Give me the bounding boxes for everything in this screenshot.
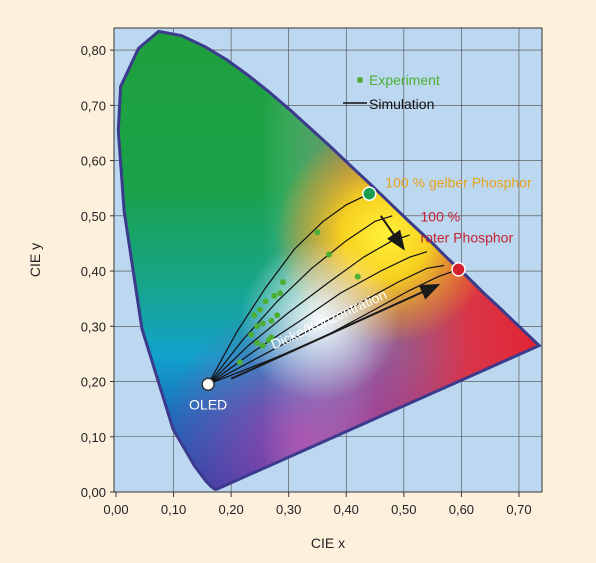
experiment-point <box>268 317 275 324</box>
y-tick-label: 0,60 <box>81 154 106 169</box>
experiment-point <box>279 279 286 286</box>
experiment-point <box>268 334 275 341</box>
simulation-curve <box>207 264 445 385</box>
simulation-curve <box>207 251 428 385</box>
spectral-locus <box>116 29 542 491</box>
experiment-point <box>248 331 255 338</box>
experiment-point <box>274 312 281 319</box>
x-tick-label: 0,30 <box>276 502 301 517</box>
y-tick-label: 0,30 <box>81 319 106 334</box>
y-tick-label: 0,70 <box>81 98 106 113</box>
y-tick-label: 0,40 <box>81 264 106 279</box>
experiment-point <box>277 290 284 297</box>
simulation-curve <box>207 268 459 385</box>
legend-simulation-label: Simulation <box>369 96 434 112</box>
oled-label: OLED <box>189 396 227 412</box>
experiment-point <box>271 292 278 299</box>
simulation-curves <box>207 193 459 385</box>
experiment-point <box>254 339 261 346</box>
experiment-point <box>314 229 321 236</box>
experiment-point <box>326 251 332 258</box>
yellow-phosphor-label: 100 % gelber Phosphor <box>385 175 532 191</box>
red-phosphor-label-line2: roter Phosphor <box>421 229 514 245</box>
x-tick-label: 0,50 <box>391 502 416 517</box>
yellow-phosphor-point <box>362 186 377 201</box>
legend: Experiment Simulation <box>343 72 440 112</box>
legend-experiment-label: Experiment <box>369 72 440 88</box>
experiment-point <box>251 312 258 319</box>
simulation-curve <box>207 215 393 385</box>
y-tick-label: 0,10 <box>81 430 106 445</box>
red-phosphor-label-line1: 100 % <box>421 208 461 224</box>
oled-point <box>201 377 215 392</box>
experiment-point <box>254 323 261 330</box>
experiment-point <box>262 298 269 305</box>
arrow <box>230 283 441 380</box>
y-tick-label: 0,00 <box>81 485 106 500</box>
y-axis-ticks: 0,00 0,10 0,20 0,30 0,40 0,50 0,60 0,70 0,80 <box>81 43 114 500</box>
legend-experiment-marker <box>357 77 363 83</box>
arrows <box>230 215 441 380</box>
x-tick-label: 0,40 <box>334 502 359 517</box>
y-axis-label: CIE y <box>27 243 43 277</box>
experiment-point <box>259 342 266 349</box>
arrow <box>379 215 405 251</box>
experiment-points <box>236 229 361 366</box>
red-phosphor-point <box>451 262 466 277</box>
y-tick-label: 0,50 <box>81 209 106 224</box>
x-tick-label: 0,60 <box>449 502 474 517</box>
x-axis-label: CIE x <box>311 535 345 551</box>
y-tick-label: 0,20 <box>81 375 106 390</box>
x-axis-ticks: 0,00 0,10 0,20 0,30 0,40 0,50 0,60 0,70 <box>103 492 532 517</box>
experiment-point <box>256 306 263 313</box>
x-tick-label: 0,20 <box>218 502 243 517</box>
y-tick-label: 0,80 <box>81 43 106 58</box>
experiment-point <box>354 273 361 280</box>
experiment-point <box>259 320 266 327</box>
x-tick-label: 0,70 <box>506 502 531 517</box>
experiment-point <box>236 359 243 366</box>
simulation-curve <box>207 193 370 385</box>
x-tick-label: 0,00 <box>103 502 128 517</box>
x-tick-label: 0,10 <box>161 502 186 517</box>
